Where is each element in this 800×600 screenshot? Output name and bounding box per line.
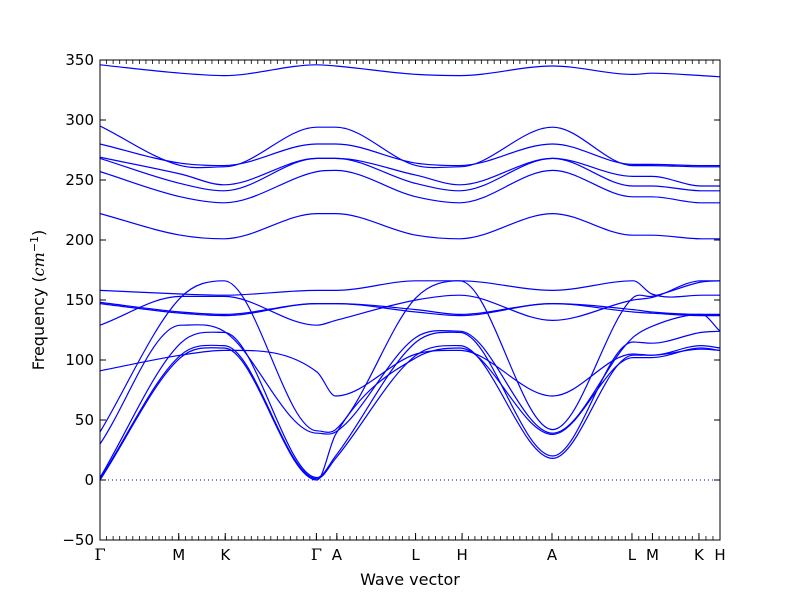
y-tick-label: 150 [65, 291, 94, 309]
y-tick-label: 100 [65, 351, 94, 369]
x-tick-label: A [332, 546, 343, 564]
phonon-branch-13 [100, 313, 720, 445]
phonon-branch-16 [100, 344, 720, 480]
phonon-branch-4 [100, 156, 720, 187]
y-axis-label-exp: −1 [28, 236, 41, 252]
y-tick-label: 350 [65, 51, 94, 69]
x-tick-label: Γ [94, 545, 105, 564]
phonon-branch-17 [100, 347, 720, 481]
phonon-branch-12 [100, 280, 720, 433]
y-axis-label-unit: cm [29, 252, 48, 276]
x-tick-label: L [628, 546, 637, 564]
phonon-branch-8 [100, 280, 720, 298]
y-axis-label-close: ) [29, 230, 48, 236]
x-tick-label: L [411, 546, 420, 564]
phonon-branch-2 [100, 125, 720, 169]
x-tick-label: M [646, 546, 659, 564]
phonon-branch-10 [100, 302, 720, 317]
x-axis-label: Wave vector [360, 570, 460, 589]
phonon-branch-11 [100, 280, 720, 326]
phonon-branch-9 [100, 301, 720, 316]
x-tick-label: K [220, 546, 231, 564]
y-tick-label: 250 [65, 171, 94, 189]
phonon-branch-5 [100, 157, 720, 192]
x-tick-label: A [547, 546, 558, 564]
x-tick-label: H [714, 546, 725, 564]
phonon-branch-14 [100, 348, 720, 397]
x-tick-label: M [172, 546, 185, 564]
y-tick-label: 0 [84, 471, 94, 489]
plot-frame [99, 59, 721, 541]
y-tick-label: 300 [65, 111, 94, 129]
phonon-branch-15 [100, 330, 720, 479]
phonon-branch-1 [100, 64, 720, 78]
phonon-branch-7 [100, 212, 720, 240]
svg-text:Frequency (cm−1): Frequency (cm−1) [28, 230, 48, 371]
phonon-branch-3 [100, 143, 720, 167]
phonon-branch-6 [100, 169, 720, 204]
y-axis-label: Frequency (cm−1) [28, 230, 48, 371]
x-tick-label: K [694, 546, 705, 564]
x-tick-label: H [456, 546, 467, 564]
plot-area [100, 64, 720, 481]
y-tick-label: −50 [62, 531, 94, 549]
y-axis-label-text: Frequency ( [29, 276, 48, 370]
y-tick-label: 50 [75, 411, 94, 429]
x-tick-label: Γ [311, 545, 322, 564]
y-tick-label: 200 [65, 231, 94, 249]
